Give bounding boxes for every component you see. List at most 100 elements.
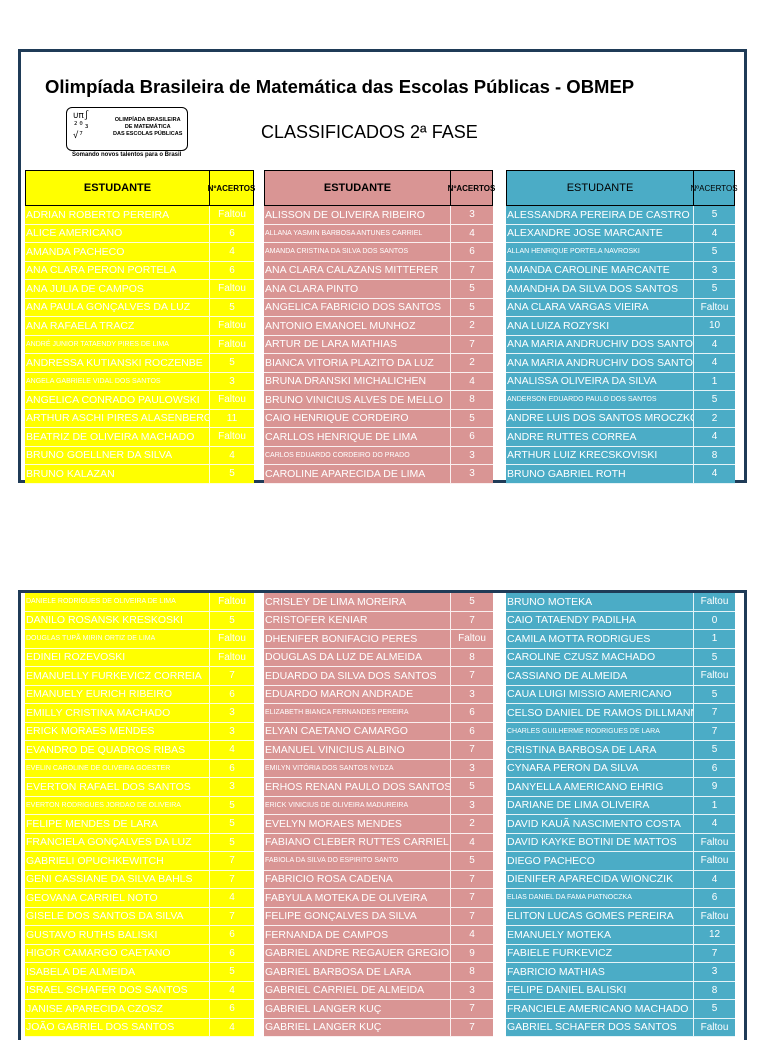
- table-row: ANA JULIA DE CAMPOS Faltou: [25, 280, 254, 299]
- student-name: EDUARDO DA SILVA DOS SANTOS: [264, 667, 451, 686]
- student-name: ARTUR DE LARA MATHIAS: [264, 335, 451, 354]
- student-name: CARLLOS HENRIQUE DE LIMA: [264, 428, 451, 447]
- table-row: FABIELE FURKEVICZ 7: [506, 944, 735, 963]
- table-row: DOUGLAS TUPÃ MIRIN ORTIZ DE LIMA Faltou: [25, 630, 254, 649]
- student-name: DOUGLAS TUPÃ MIRIN ORTIZ DE LIMA: [25, 630, 210, 649]
- table-row: FABRICIO MATHIAS 3: [506, 963, 735, 982]
- logo-text: OLIMPÍADA BRASILEIRA DE MATEMÁTICA DAS E…: [113, 117, 183, 137]
- hits-count: 4: [451, 926, 493, 945]
- header-hits-blue: Nº ACERTOS: [690, 170, 738, 206]
- student-name: BRUNA DRANSKI MICHALICHEN: [264, 372, 451, 391]
- table-row: BRUNA DRANSKI MICHALICHEN 4: [264, 372, 493, 391]
- header-student-blue: ESTUDANTE: [506, 170, 694, 206]
- hits-count: 5: [210, 815, 254, 834]
- table-row: ANDRESSA KUTIANSKI ROCZENBE 5: [25, 354, 254, 373]
- student-name: FELIPE DANIEL BALISKI: [506, 981, 694, 1000]
- table-row: ANA CLARA CALAZANS MITTERER 7: [264, 261, 493, 280]
- student-name: CARLOS EDUARDO CORDEIRO DO PRADO: [264, 446, 451, 465]
- hits-count: 5: [694, 280, 735, 299]
- student-name: JOÃO GABRIEL DOS SANTOS: [25, 1018, 210, 1037]
- hits-count: 1: [694, 796, 735, 815]
- table-row: AMANDA CAROLINE MARCANTE 3: [506, 261, 735, 280]
- student-name: DIEGO PACHECO: [506, 852, 694, 871]
- hits-count: Faltou: [210, 630, 254, 649]
- table-row: FABIANO CLEBER RUTTES CARRIEL 4: [264, 833, 493, 852]
- header-hits-pink: Nº ACERTOS: [448, 170, 495, 206]
- table-row: ANGELA GABRIELE VIDAL DOS SANTOS 3: [25, 372, 254, 391]
- hits-count: 7: [451, 870, 493, 889]
- header-hits-yellow: Nº ACERTOS: [208, 170, 255, 206]
- student-name: ANTONIO EMANOEL MUNHOZ: [264, 317, 451, 336]
- student-name: ADRIAN ROBERTO PEREIRA: [25, 206, 210, 225]
- student-name: ERICK VINICIUS DE OLIVEIRA MADUREIRA: [264, 796, 451, 815]
- table-row: FABIOLA DA SILVA DO ESPIRITO SANTO 5: [264, 852, 493, 871]
- hits-count: 8: [451, 963, 493, 982]
- student-name: ANALISSA OLIVEIRA DA SILVA: [506, 372, 694, 391]
- student-name: BRUNO GABRIEL ROTH: [506, 465, 694, 484]
- table-row: AMANDHA DA SILVA DOS SANTOS 5: [506, 280, 735, 299]
- hits-count: 4: [694, 335, 735, 354]
- hits-count: Faltou: [210, 206, 254, 225]
- student-name: ISRAEL SCHAFER DOS SANTOS: [25, 981, 210, 1000]
- hits-count: 3: [451, 446, 493, 465]
- hits-count: 7: [451, 741, 493, 760]
- table-row: FRANCIELE AMERICANO MACHADO 5: [506, 1000, 735, 1019]
- table-row: GABRIELI OPUCHKEWITCH 7: [25, 852, 254, 871]
- hits-count: 1: [694, 630, 735, 649]
- hits-count: 5: [694, 206, 735, 225]
- hits-count: Faltou: [210, 317, 254, 336]
- hits-count: 5: [210, 465, 254, 484]
- table-row: HIGOR CAMARGO CAETANO 6: [25, 944, 254, 963]
- table-row: ERHOS RENAN PAULO DOS SANTOS 5: [264, 778, 493, 797]
- student-name: ANGELICA FABRICIO DOS SANTOS: [264, 298, 451, 317]
- student-name: ANA CLARA CALAZANS MITTERER: [264, 261, 451, 280]
- student-name: ELITON LUCAS GOMES PEREIRA: [506, 907, 694, 926]
- table-row: EMANUELLY FURKEVICZ CORREIA 7: [25, 667, 254, 686]
- table-row: DANIELE RODRIGUES DE OLIVEIRA DE LIMA Fal…: [25, 593, 254, 612]
- hits-count: 3: [451, 981, 493, 1000]
- student-name: GISELE DOS SANTOS DA SILVA: [25, 907, 210, 926]
- student-name: ALEXANDRE JOSE MARCANTE: [506, 224, 694, 243]
- student-name: ALLANA YASMIN BARBOSA ANTUNES CARRIEL: [264, 224, 451, 243]
- table-row: ANA PAULA GONÇALVES DA LUZ 5: [25, 298, 254, 317]
- hits-count: 4: [451, 372, 493, 391]
- table-row: GABRIEL LANGER KUÇ 7: [264, 1018, 493, 1037]
- table-row: CARLOS EDUARDO CORDEIRO DO PRADO 3: [264, 446, 493, 465]
- hits-count: Faltou: [210, 391, 254, 410]
- hits-count: 3: [451, 465, 493, 484]
- student-name: EMANUELLY FURKEVICZ CORREIA: [25, 667, 210, 686]
- hits-count: Faltou: [210, 335, 254, 354]
- student-name: EDUARDO MARON ANDRADE: [264, 685, 451, 704]
- hits-count: 7: [694, 722, 735, 741]
- student-name: AMANDHA DA SILVA DOS SANTOS: [506, 280, 694, 299]
- student-name: ALLAN HENRIQUE PORTELA NAVROSKI: [506, 243, 694, 262]
- student-name: ANA JULIA DE CAMPOS: [25, 280, 210, 299]
- student-name: ANA LUIZA ROZYSKI: [506, 317, 694, 336]
- table-row: FELIPE MENDES DE LARA 5: [25, 815, 254, 834]
- student-name: ANA CLARA PINTO: [264, 280, 451, 299]
- table-row: ARTHUR ASCHI PIRES ALASENBERG 11: [25, 409, 254, 428]
- student-name: GEOVANA CARRIEL NOTO: [25, 889, 210, 908]
- table-row: ARTUR DE LARA MATHIAS 7: [264, 335, 493, 354]
- page-title: Olimpíada Brasileira de Matemática das E…: [45, 76, 635, 97]
- student-name: ELIZABETH BIANCA FERNANDES PEREIRA: [264, 704, 451, 723]
- student-name: FABIOLA DA SILVA DO ESPIRITO SANTO: [264, 852, 451, 871]
- table-row: CRISLEY DE LIMA MOREIRA 5: [264, 593, 493, 612]
- hits-count: 5: [451, 280, 493, 299]
- table-row: EMANUEL VINICIUS ALBINO 7: [264, 741, 493, 760]
- hits-count: 6: [210, 224, 254, 243]
- hits-count: 4: [451, 833, 493, 852]
- hits-count: Faltou: [694, 298, 735, 317]
- hits-count: 2: [451, 815, 493, 834]
- student-name: EMILYN VITÓRIA DOS SANTOS NYDZA: [264, 759, 451, 778]
- student-name: BRUNO VINICIUS ALVES DE MELLO: [264, 391, 451, 410]
- student-name: AMANDA PACHECO: [25, 243, 210, 262]
- student-name: BRUNO MOTEKA: [506, 593, 694, 612]
- hits-count: 6: [451, 428, 493, 447]
- hits-count: 8: [451, 648, 493, 667]
- student-name: CHARLES GUILHERME RODRIGUES DE LARA: [506, 722, 694, 741]
- student-name: BRUNO KALAZAN: [25, 465, 210, 484]
- hits-count: Faltou: [694, 852, 735, 871]
- hits-count: 4: [451, 224, 493, 243]
- student-name: ERICK MORAES MENDES: [25, 722, 210, 741]
